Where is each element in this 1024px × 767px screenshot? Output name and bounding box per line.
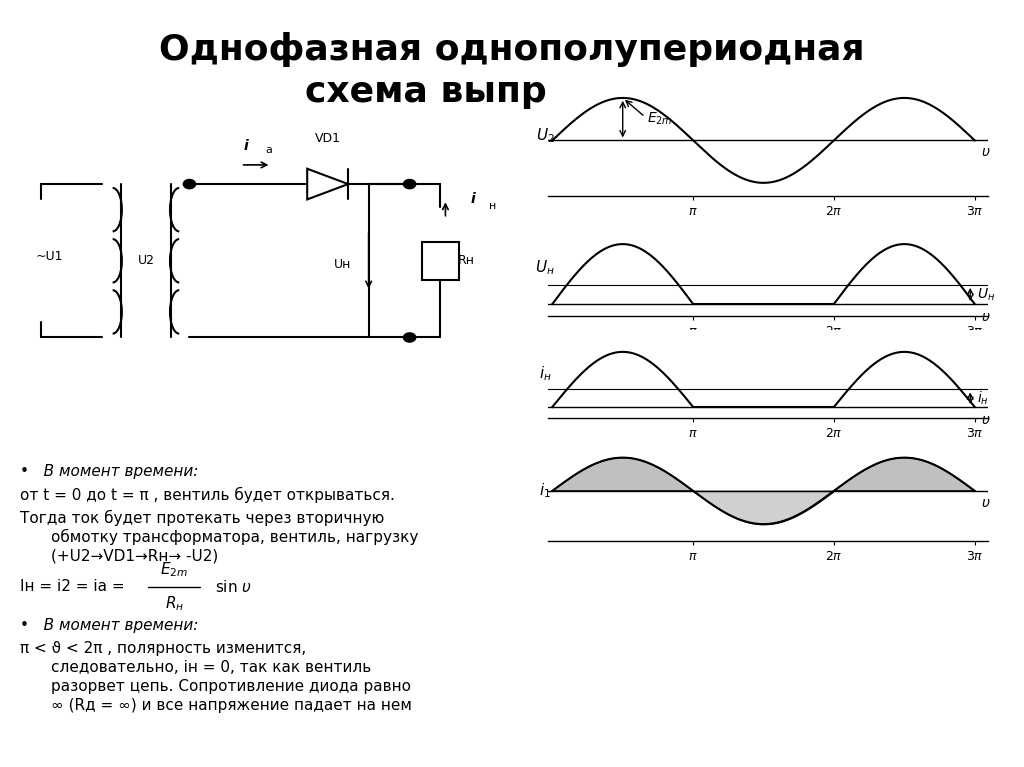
Y-axis label: $U_2$: $U_2$ xyxy=(536,127,554,146)
Text: •   В момент времени:: • В момент времени: xyxy=(20,464,199,479)
Circle shape xyxy=(183,179,196,189)
Text: Однофазная однополупериодная: Однофазная однополупериодная xyxy=(159,32,865,67)
Text: ∞ (Rд = ∞) и все напряжение падает на нем: ∞ (Rд = ∞) и все напряжение падает на не… xyxy=(51,698,412,713)
Text: $E_{2m}$: $E_{2m}$ xyxy=(647,111,673,127)
Text: $\upsilon$: $\upsilon$ xyxy=(981,310,990,324)
Text: (+U2→VD1→Rн→ -U2): (+U2→VD1→Rн→ -U2) xyxy=(51,548,218,564)
Text: следовательно, iн = 0, так как вентиль: следовательно, iн = 0, так как вентиль xyxy=(51,660,372,675)
Text: •   В момент времени:: • В момент времени: xyxy=(20,617,199,633)
Text: a: a xyxy=(266,145,272,156)
Text: $\upsilon$: $\upsilon$ xyxy=(981,496,990,510)
Text: Тогда ток будет протекать через вторичную: Тогда ток будет протекать через вторичну… xyxy=(20,509,385,526)
Text: ~U1: ~U1 xyxy=(36,251,63,263)
Text: $E_{2m}$: $E_{2m}$ xyxy=(160,561,188,579)
Circle shape xyxy=(403,179,416,189)
Circle shape xyxy=(403,333,416,342)
Text: Iн = i2 = ia =: Iн = i2 = ia = xyxy=(20,579,125,594)
Text: U2: U2 xyxy=(137,255,155,267)
Y-axis label: $i_1$: $i_1$ xyxy=(539,482,551,500)
Text: разорвет цепь. Сопротивление диода равно: разорвет цепь. Сопротивление диода равно xyxy=(51,679,412,694)
Text: $i_н$: $i_н$ xyxy=(977,390,989,407)
Text: i: i xyxy=(244,139,248,153)
Y-axis label: $U_н$: $U_н$ xyxy=(536,258,555,278)
Text: i: i xyxy=(471,193,476,206)
Text: Uн: Uн xyxy=(335,258,351,271)
Text: $U_н$: $U_н$ xyxy=(977,286,995,303)
Text: VD1: VD1 xyxy=(314,132,341,144)
Text: $\sin\,\upsilon$: $\sin\,\upsilon$ xyxy=(215,579,252,594)
Text: $\upsilon$: $\upsilon$ xyxy=(981,413,990,426)
Text: от t = 0 до t = π , вентиль будет открываться.: от t = 0 до t = π , вентиль будет открыв… xyxy=(20,486,395,503)
Text: π < ϑ < 2π , полярность изменится,: π < ϑ < 2π , полярность изменится, xyxy=(20,640,307,656)
Text: н: н xyxy=(489,202,497,212)
Text: $\upsilon$: $\upsilon$ xyxy=(981,145,990,159)
Text: схема выпрямителя: схема выпрямителя xyxy=(305,75,719,109)
Text: Rн: Rн xyxy=(458,255,474,267)
Y-axis label: $i_н$: $i_н$ xyxy=(539,364,552,384)
Text: обмотку трансформатора, вентиль, нагрузку: обмотку трансформатора, вентиль, нагрузк… xyxy=(51,528,419,545)
Text: $R_н$: $R_н$ xyxy=(165,594,183,613)
